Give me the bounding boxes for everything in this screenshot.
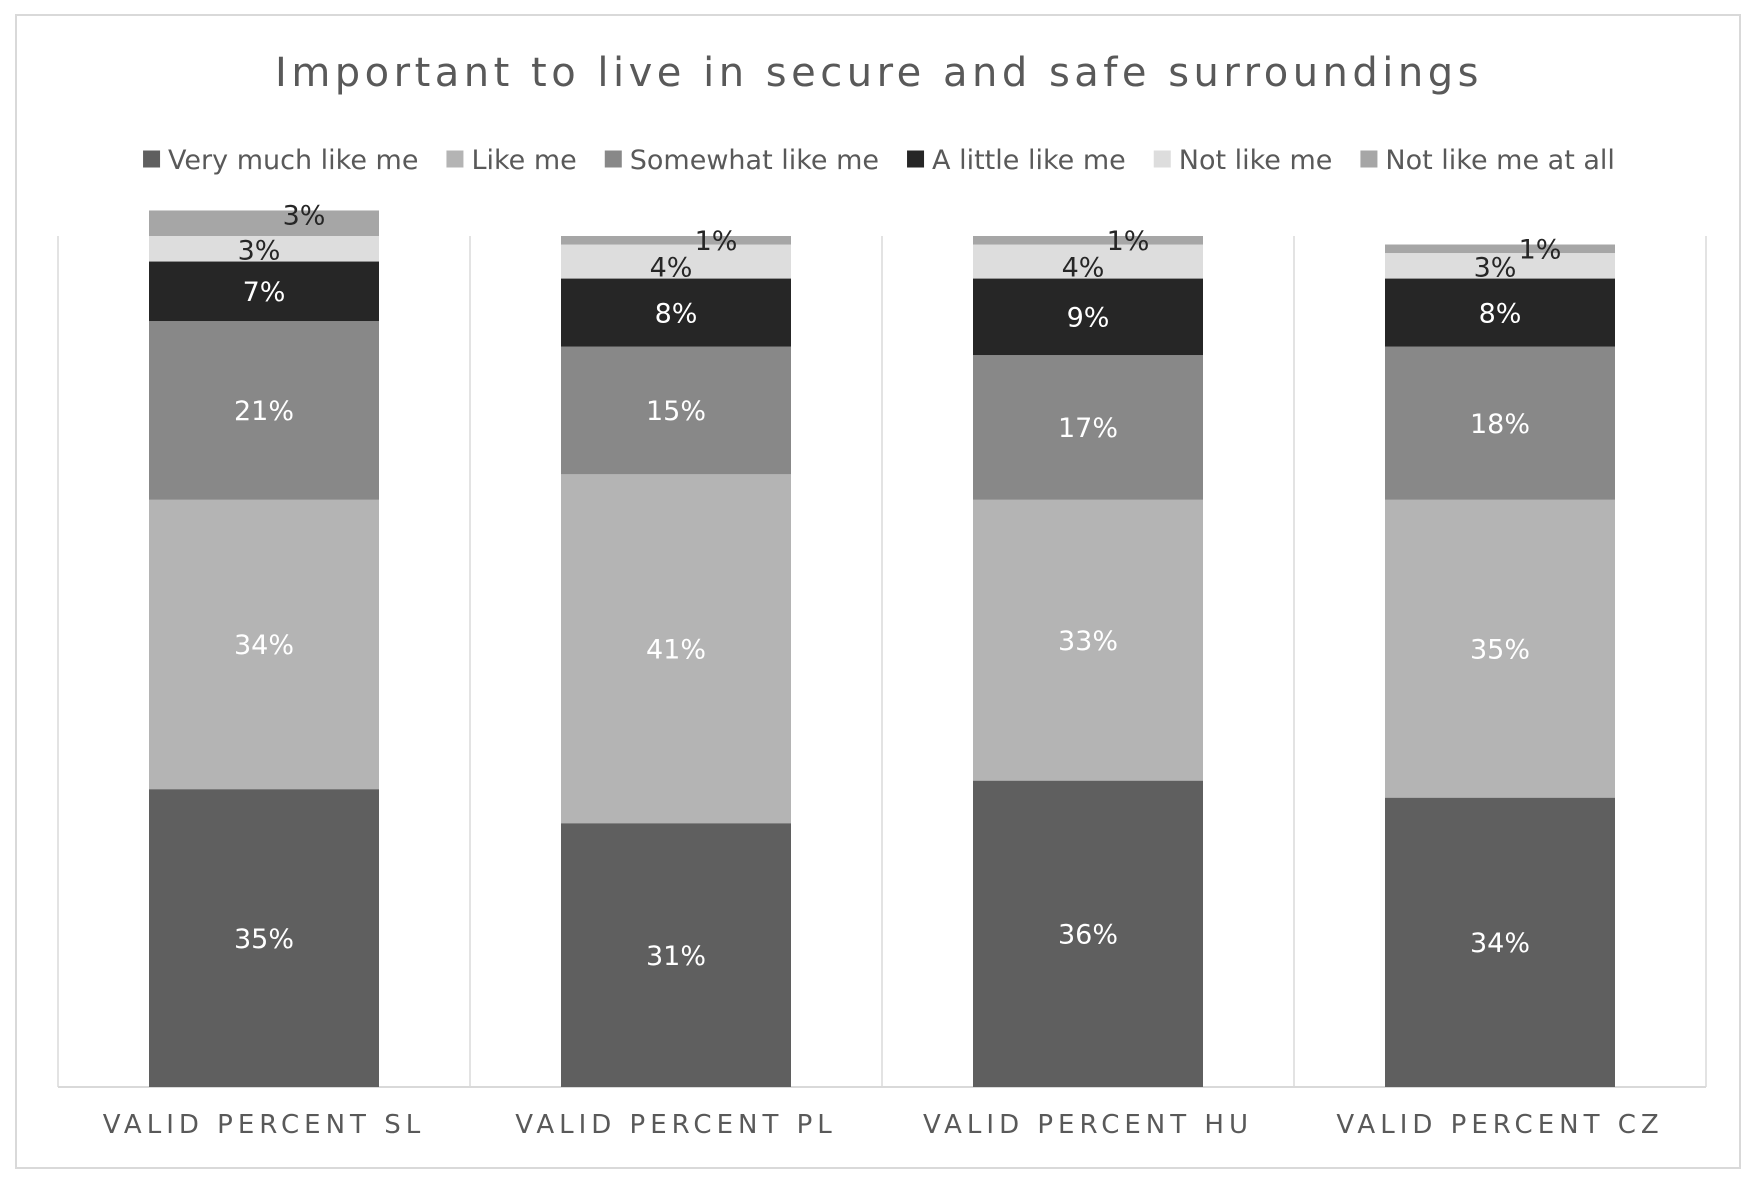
data-label-not-like-me-at-all-valid-percent-sl: 3% (283, 200, 326, 231)
data-label-like-me-valid-percent-pl: 41% (646, 634, 706, 665)
category-label-valid-percent-pl: VALID PERCENT PL (515, 1110, 837, 1140)
bar-segment-not-like-me-valid-percent-hu (973, 244, 1203, 279)
data-label-somewhat-like-me-valid-percent-cz: 18% (1470, 409, 1530, 440)
bar-segment-a-little-like-me-valid-percent-pl (561, 278, 791, 347)
bar-segment-somewhat-like-me-valid-percent-sl (149, 321, 379, 500)
bar-segment-very-much-like-me-valid-percent-sl (149, 789, 379, 1087)
legend-swatch-a-little-like-me (907, 150, 925, 168)
bar-segment-a-little-like-me-valid-percent-hu (973, 278, 1203, 356)
data-label-like-me-valid-percent-cz: 35% (1470, 634, 1530, 665)
legend-label-very-much-like-me: Very much like me (168, 145, 418, 176)
legend-label-like-me: Like me (471, 145, 576, 176)
bar-segment-a-little-like-me-valid-percent-sl (149, 261, 379, 322)
legend-label-somewhat-like-me: Somewhat like me (630, 145, 879, 176)
bar-segment-not-like-me-at-all-valid-percent-hu (973, 236, 1203, 245)
bar-segment-very-much-like-me-valid-percent-hu (973, 780, 1203, 1087)
legend-swatch-very-much-like-me (143, 150, 161, 168)
data-label-a-little-like-me-valid-percent-sl: 7% (243, 277, 286, 308)
bar-segment-somewhat-like-me-valid-percent-pl (561, 346, 791, 475)
bar-segment-not-like-me-valid-percent-sl (149, 236, 379, 262)
data-label-somewhat-like-me-valid-percent-sl: 21% (234, 396, 294, 427)
category-label-valid-percent-hu: VALID PERCENT HU (923, 1110, 1253, 1140)
legend-item-like-me: Like me (446, 145, 577, 176)
bar-segment-like-me-valid-percent-pl (561, 474, 791, 824)
data-label-not-like-me-at-all-valid-percent-pl: 1% (695, 226, 738, 257)
legend-swatch-somewhat-like-me (604, 150, 622, 168)
data-label-very-much-like-me-valid-percent-hu: 36% (1058, 920, 1118, 951)
bar-segment-somewhat-like-me-valid-percent-hu (973, 355, 1203, 500)
data-label-not-like-me-valid-percent-pl: 4% (650, 253, 693, 284)
bars (149, 210, 1615, 1087)
data-label-a-little-like-me-valid-percent-pl: 8% (655, 298, 698, 329)
bar-segment-like-me-valid-percent-sl (149, 499, 379, 790)
category-label-valid-percent-cz: VALID PERCENT CZ (1336, 1110, 1663, 1140)
bar-segment-very-much-like-me-valid-percent-cz (1385, 797, 1615, 1087)
data-label-not-like-me-valid-percent-hu: 4% (1062, 253, 1105, 284)
legend-item-very-much-like-me: Very much like me (143, 145, 418, 176)
data-label-not-like-me-at-all-valid-percent-cz: 1% (1519, 235, 1562, 266)
data-label-very-much-like-me-valid-percent-sl: 35% (234, 924, 294, 955)
legend-item-somewhat-like-me: Somewhat like me (604, 145, 879, 176)
bar-segment-not-like-me-at-all-valid-percent-pl (561, 236, 791, 245)
data-label-somewhat-like-me-valid-percent-hu: 17% (1058, 413, 1118, 444)
legend-swatch-not-like-me (1153, 150, 1171, 168)
category-labels: VALID PERCENT SL VALID PERCENT PL VALID PE… (103, 1110, 1663, 1140)
bar-segment-not-like-me-at-all-valid-percent-sl (149, 210, 379, 236)
category-label-valid-percent-sl: VALID PERCENT SL (103, 1110, 425, 1140)
legend-swatch-not-like-me-at-all (1360, 150, 1378, 168)
legend-swatch-like-me (446, 150, 464, 168)
bar-segment-like-me-valid-percent-hu (973, 499, 1203, 781)
bar-segment-not-like-me-at-all-valid-percent-cz (1385, 244, 1615, 254)
legend-item-a-little-like-me: A little like me (907, 145, 1126, 176)
data-label-not-like-me-valid-percent-cz: 3% (1474, 253, 1517, 284)
data-label-a-little-like-me-valid-percent-cz: 8% (1479, 298, 1522, 329)
data-label-like-me-valid-percent-sl: 34% (234, 630, 294, 661)
bar-segment-a-little-like-me-valid-percent-cz (1385, 278, 1615, 347)
bar-segment-not-like-me-valid-percent-pl (561, 244, 791, 279)
data-label-a-little-like-me-valid-percent-hu: 9% (1067, 303, 1110, 334)
bar-segment-not-like-me-valid-percent-cz (1385, 253, 1615, 279)
legend-label-not-like-me-at-all: Not like me at all (1385, 145, 1615, 176)
value-labels: 35%34%21%7%3%3%31%41%15%8%4%1%36%33%17%9… (234, 200, 1561, 971)
data-label-not-like-me-valid-percent-sl: 3% (238, 236, 281, 267)
legend: Very much like me Like me Somewhat like me… (143, 145, 1615, 176)
bar-segment-like-me-valid-percent-cz (1385, 499, 1615, 798)
chart-title: Important to live in secure and safe sur… (275, 50, 1483, 96)
data-label-like-me-valid-percent-hu: 33% (1058, 626, 1118, 657)
legend-label-a-little-like-me: A little like me (932, 145, 1126, 176)
data-label-somewhat-like-me-valid-percent-pl: 15% (646, 396, 706, 427)
data-label-very-much-like-me-valid-percent-pl: 31% (646, 941, 706, 972)
data-label-not-like-me-at-all-valid-percent-hu: 1% (1107, 226, 1150, 257)
bar-segment-somewhat-like-me-valid-percent-cz (1385, 346, 1615, 500)
legend-item-not-like-me: Not like me (1153, 145, 1333, 176)
legend-label-not-like-me: Not like me (1179, 145, 1333, 176)
legend-item-not-like-me-at-all: Not like me at all (1360, 145, 1615, 176)
data-label-very-much-like-me-valid-percent-cz: 34% (1470, 928, 1530, 959)
bar-segment-very-much-like-me-valid-percent-pl (561, 823, 791, 1087)
